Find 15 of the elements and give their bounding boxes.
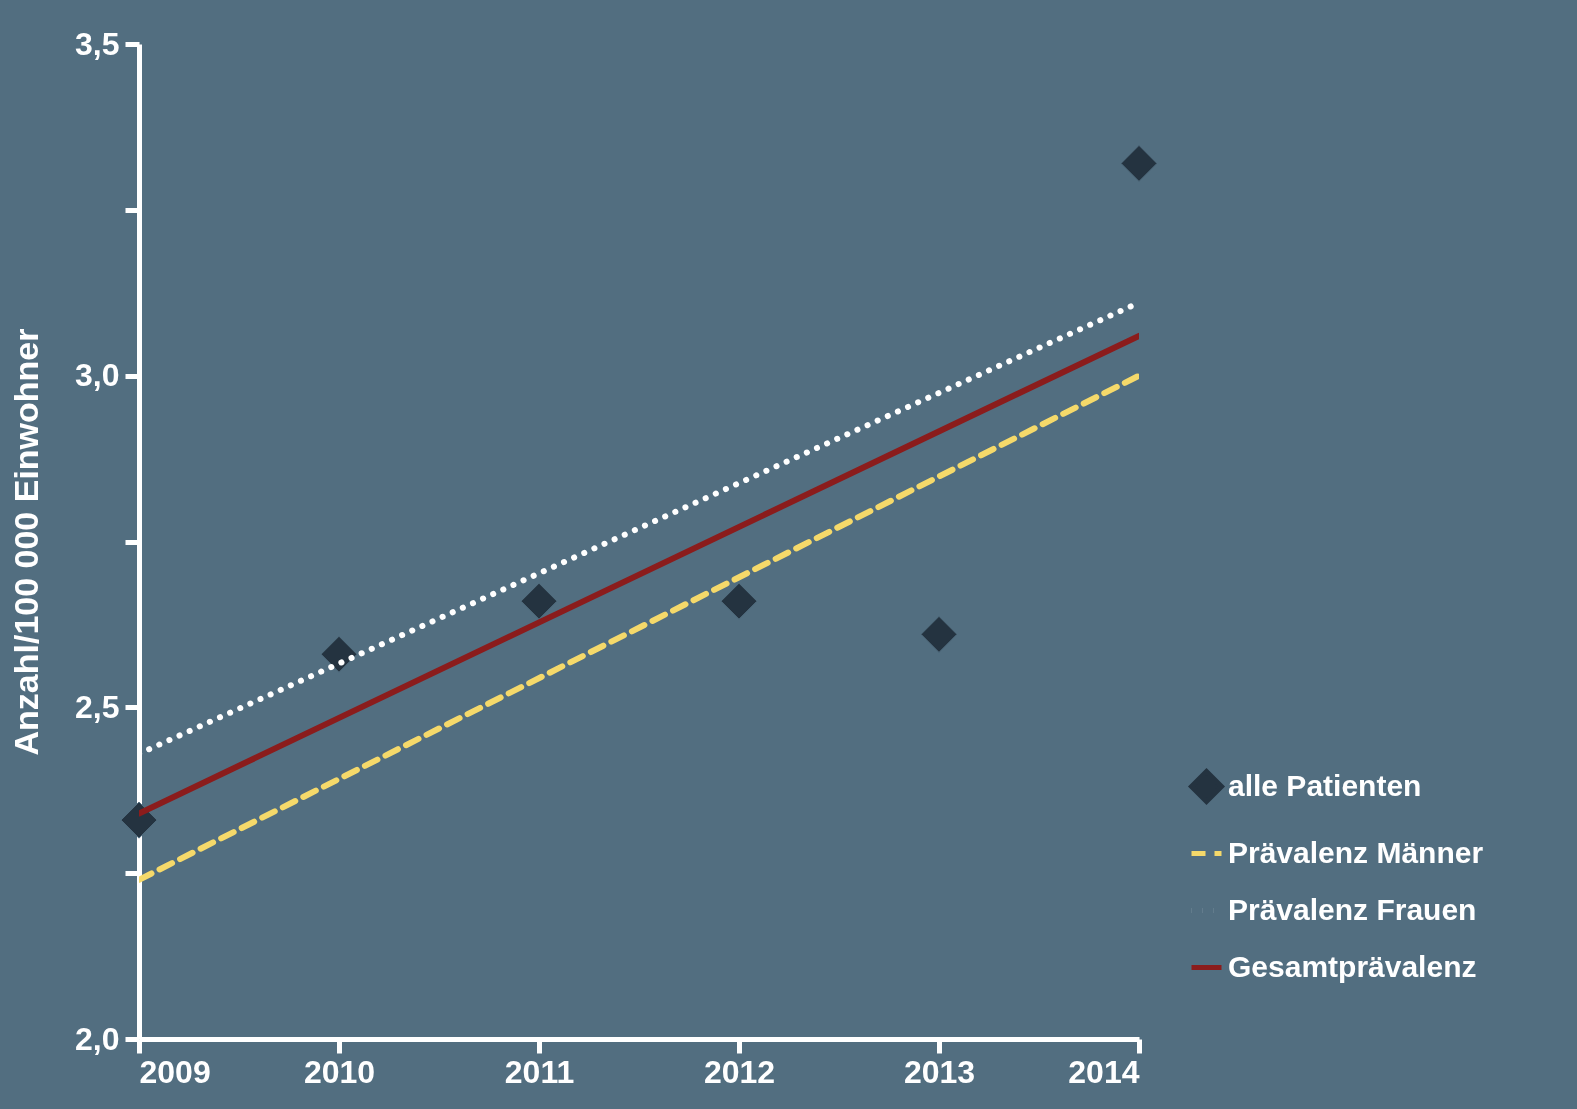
y-tick-label: 2,5	[75, 688, 120, 725]
x-tick-label: 2009	[139, 1053, 211, 1090]
x-tick-label: 2014	[1068, 1053, 1140, 1090]
y-tick-label: 3,0	[75, 357, 120, 394]
y-axis-title: Anzahl/100 000 Einwohner	[7, 328, 46, 756]
y-tick-label: 2,0	[75, 1020, 120, 1057]
x-tick-label: 2012	[703, 1053, 776, 1090]
x-tick-label: 2013	[903, 1053, 976, 1090]
x-tick-label: 2010	[303, 1053, 376, 1090]
legend-label: Prävalenz Männer	[1228, 835, 1484, 869]
y-tick-label: 3,5	[75, 25, 120, 62]
legend-label: Prävalenz Frauen	[1228, 892, 1477, 926]
legend-label: Gesamtprävalenz	[1228, 949, 1477, 983]
legend-label: alle Patienten	[1228, 768, 1422, 802]
x-tick-label: 2011	[504, 1053, 575, 1090]
